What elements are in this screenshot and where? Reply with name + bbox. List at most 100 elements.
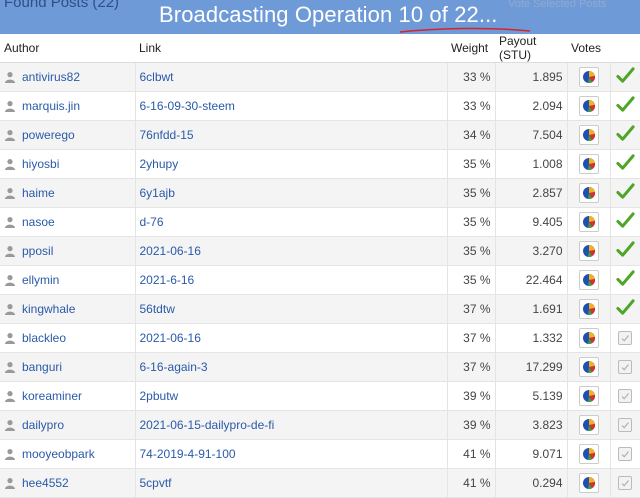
green-check-icon	[616, 67, 635, 88]
table-row: pposil 2021-06-16 35 % 3.270	[0, 236, 640, 266]
checkbox-icon[interactable]	[618, 331, 633, 346]
pie-chart-icon[interactable]	[578, 386, 599, 406]
table-header-row: Author Link Weight Payout (STU) Votes	[0, 34, 640, 63]
author-name[interactable]: dailypro	[22, 418, 65, 432]
pie-chart-icon[interactable]	[578, 212, 599, 232]
column-link[interactable]: Link	[135, 34, 447, 63]
post-link[interactable]: 2021-06-16	[139, 331, 201, 345]
post-link[interactable]: 6-16-09-30-steem	[139, 99, 235, 113]
author-name[interactable]: nasoe	[22, 215, 55, 229]
weight-value: 39 %	[446, 410, 495, 440]
pie-chart-icon[interactable]	[578, 357, 599, 377]
post-link[interactable]: d-76	[139, 215, 164, 229]
select-cell	[609, 265, 640, 295]
author-name[interactable]: hee4552	[22, 476, 69, 490]
red-underline-annotation	[399, 27, 531, 33]
pie-chart-icon[interactable]	[578, 241, 599, 261]
link-cell: 74-2019-4-91-100	[134, 439, 447, 469]
checkbox-icon[interactable]	[618, 360, 633, 375]
select-cell	[609, 439, 640, 469]
checkbox-icon[interactable]	[618, 389, 633, 404]
author-name[interactable]: haime	[22, 186, 55, 200]
pie-chart-icon[interactable]	[578, 270, 599, 290]
weight-value: 39 %	[446, 381, 495, 411]
post-link[interactable]: 6clbwt	[139, 70, 174, 84]
pie-chart-icon[interactable]	[578, 299, 599, 319]
votes-cell	[566, 120, 610, 150]
table-row: kingwhale 56tdtw 37 % 1.691	[0, 294, 640, 324]
checkbox-icon[interactable]	[618, 418, 633, 433]
votes-cell	[566, 178, 610, 208]
select-cell	[609, 236, 640, 266]
payout-value: 1.332	[494, 323, 567, 353]
select-cell	[609, 468, 640, 498]
post-link[interactable]: 2021-06-16	[139, 244, 201, 258]
link-cell: 6y1ajb	[134, 178, 447, 208]
user-icon	[4, 187, 16, 199]
post-link[interactable]: 6-16-again-3	[139, 360, 208, 374]
payout-value: 2.094	[494, 91, 567, 121]
found-posts-title: Found Posts (22)	[4, 0, 120, 11]
column-author[interactable]: Author	[0, 34, 135, 63]
post-link[interactable]: 2yhupy	[139, 157, 179, 171]
votes-cell	[566, 62, 610, 92]
user-icon	[4, 303, 16, 315]
pie-chart-icon[interactable]	[578, 415, 599, 435]
pie-chart-icon[interactable]	[578, 328, 599, 348]
vote-selected-posts-button[interactable]: Vote Selected Posts	[508, 0, 607, 10]
pie-chart-icon[interactable]	[578, 183, 599, 203]
payout-value: 22.464	[494, 265, 567, 295]
pie-chart-icon[interactable]	[578, 96, 599, 116]
pie-chart-icon[interactable]	[578, 154, 599, 174]
author-name[interactable]: ellymin	[22, 273, 60, 287]
author-name[interactable]: mooyeobpark	[22, 447, 95, 461]
column-payout[interactable]: Payout (STU)	[495, 34, 567, 63]
user-icon	[4, 332, 16, 344]
author-name[interactable]: koreaminer	[22, 389, 83, 403]
author-name[interactable]: pposil	[22, 244, 54, 258]
checkbox-icon[interactable]	[618, 447, 633, 462]
pie-chart-icon[interactable]	[578, 473, 599, 493]
author-cell: pposil	[0, 236, 135, 266]
broadcast-status-banner: Broadcasting Operation 10 of 22...	[159, 2, 498, 27]
votes-cell	[566, 294, 610, 324]
pie-chart-icon[interactable]	[578, 444, 599, 464]
votes-cell	[566, 149, 610, 179]
author-name[interactable]: powerego	[22, 128, 75, 142]
select-cell	[609, 178, 640, 208]
author-name[interactable]: banguri	[22, 360, 63, 374]
post-link[interactable]: 76nfdd-15	[139, 128, 194, 142]
select-cell	[609, 149, 640, 179]
post-link[interactable]: 2pbutw	[139, 389, 179, 403]
post-link[interactable]: 2021-06-15-dailypro-de-fi	[139, 418, 275, 432]
user-icon	[4, 448, 16, 460]
post-link[interactable]: 74-2019-4-91-100	[139, 447, 236, 461]
author-name[interactable]: hiyosbi	[22, 157, 60, 171]
green-check-icon	[616, 212, 635, 233]
table-row: koreaminer 2pbutw 39 % 5.139	[0, 381, 640, 411]
author-name[interactable]: kingwhale	[22, 302, 76, 316]
author-name[interactable]: marquis.jin	[22, 99, 81, 113]
weight-value: 35 %	[446, 149, 495, 179]
post-link[interactable]: 5cpvtf	[139, 476, 172, 490]
column-votes[interactable]: Votes	[567, 34, 610, 63]
payout-value: 0.294	[494, 468, 567, 498]
select-cell	[609, 294, 640, 324]
select-cell	[609, 91, 640, 121]
author-cell: kingwhale	[0, 294, 135, 324]
author-cell: banguri	[0, 352, 135, 382]
pie-chart-icon[interactable]	[578, 125, 599, 145]
author-name[interactable]: blackleo	[22, 331, 67, 345]
post-link[interactable]: 56tdtw	[139, 302, 175, 316]
green-check-icon	[616, 96, 635, 117]
votes-cell	[566, 323, 610, 353]
pie-chart-icon[interactable]	[578, 67, 599, 87]
select-cell	[609, 352, 640, 382]
checkbox-icon[interactable]	[618, 476, 633, 491]
user-icon	[4, 419, 16, 431]
column-weight[interactable]: Weight	[447, 34, 495, 63]
author-name[interactable]: antivirus82	[22, 70, 81, 84]
votes-cell	[566, 91, 610, 121]
post-link[interactable]: 2021-6-16	[139, 273, 195, 287]
post-link[interactable]: 6y1ajb	[139, 186, 175, 200]
